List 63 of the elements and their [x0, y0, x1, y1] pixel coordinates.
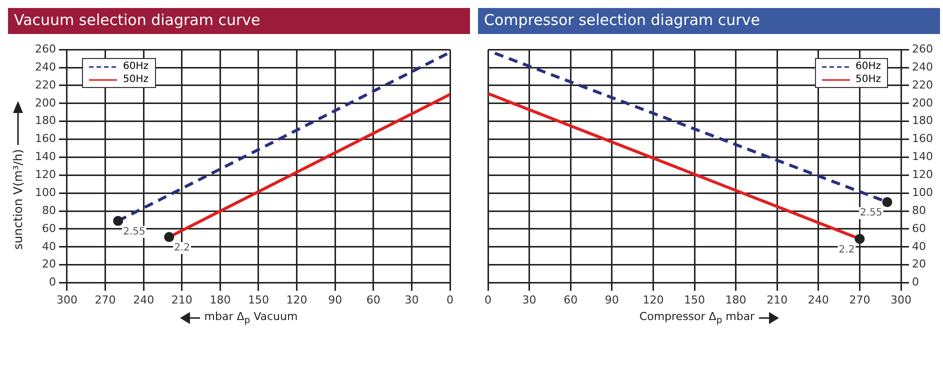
- x-tick-label: 210: [171, 293, 192, 306]
- y-tick-label: 180: [912, 114, 934, 128]
- y-tick-label: 20: [912, 258, 926, 271]
- legend-label: 60Hz: [123, 60, 148, 73]
- y-tick-label: 200: [912, 96, 934, 110]
- y-tick-label: 200: [34, 96, 56, 110]
- x-tick-label: 60: [564, 293, 578, 306]
- y-tick-label: 0: [912, 276, 920, 289]
- x-tick-label: 300: [56, 293, 78, 306]
- y-tick-label: 260: [912, 42, 934, 56]
- x-tick-label: 240: [808, 293, 829, 306]
- x-tick-label: 270: [94, 293, 116, 306]
- annotation: 2.2: [174, 242, 190, 254]
- y-tick-label: 160: [34, 132, 56, 146]
- y-tick-label: 20: [42, 258, 56, 271]
- y-tick-label: 60: [42, 222, 56, 235]
- x-tick-label: 120: [286, 293, 308, 306]
- y-tick-label: 40: [42, 240, 56, 253]
- y-tick-label: 220: [912, 78, 934, 92]
- x-tick-label: 240: [133, 293, 154, 306]
- x-tick-label: 30: [404, 293, 419, 306]
- x-tick-label: 90: [328, 293, 342, 306]
- x-tick-label: 150: [248, 293, 269, 306]
- x-axis-title: mbar Δ$_{p}$ Vacuum: [204, 310, 298, 326]
- y-tick-label: 140: [912, 150, 934, 164]
- x-tick-label: 0: [484, 293, 492, 306]
- annotation: 2.55: [123, 226, 146, 238]
- chart-title: Compressor selection diagram curve: [478, 8, 940, 34]
- y-tick-label: 40: [912, 240, 926, 253]
- x-tick-label: 300: [890, 293, 912, 306]
- y-tick-label: 240: [34, 60, 56, 74]
- x-tick-label: 210: [766, 293, 788, 306]
- y-tick-label: 160: [912, 132, 934, 146]
- legend-label: 60Hz: [856, 60, 881, 73]
- annotation: 2.55: [860, 208, 882, 219]
- x-axis-title: Compressor Δ$_{p}$ mbar: [639, 310, 755, 326]
- y-tick-label: 100: [912, 186, 934, 199]
- x-tick-label: 150: [684, 293, 705, 306]
- legend-label: 50Hz: [123, 73, 148, 86]
- y-tick-label: 220: [34, 78, 56, 92]
- y-tick-label: 240: [912, 60, 934, 74]
- x-tick-label: 60: [366, 293, 380, 306]
- y-tick-label: 120: [912, 168, 934, 182]
- y-tick-label: 140: [34, 150, 56, 164]
- x-tick-label: 0: [446, 293, 454, 306]
- x-tick-label: 270: [849, 293, 870, 306]
- y-tick-label: 60: [912, 222, 926, 235]
- annotation: 2.2: [838, 244, 855, 256]
- y-tick-label: 120: [34, 168, 56, 182]
- x-tick-label: 180: [725, 293, 746, 306]
- y-axis-title: sunction V(m³/h): [11, 148, 25, 250]
- x-tick-label: 120: [642, 293, 664, 306]
- y-tick-label: 260: [34, 42, 56, 56]
- x-tick-label: 30: [522, 293, 536, 306]
- x-tick-label: 180: [210, 293, 231, 306]
- x-tick-label: 90: [604, 293, 619, 306]
- legend-label: 50Hz: [856, 73, 881, 86]
- y-tick-label: 80: [42, 204, 56, 217]
- y-tick-label: 100: [34, 186, 56, 199]
- y-tick-label: 80: [912, 204, 926, 217]
- y-tick-label: 0: [48, 276, 56, 289]
- chart-title: Vacuum selection diagram curve: [8, 8, 470, 34]
- y-tick-label: 180: [34, 114, 56, 128]
